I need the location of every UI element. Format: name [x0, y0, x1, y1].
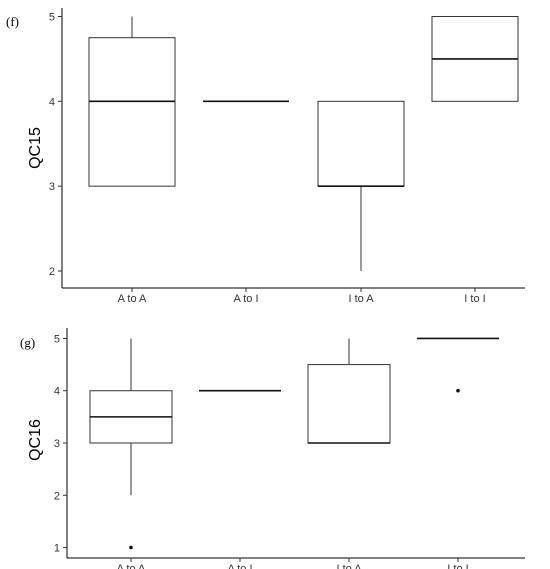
x-tick-label: I to I: [447, 563, 468, 569]
box-body: [317, 100, 405, 187]
outlier-point: [456, 388, 460, 393]
y-tick-label: 1: [54, 543, 60, 555]
y-tick-label: 3: [54, 438, 60, 450]
y-tick-label: 2: [54, 490, 60, 502]
x-tick-label: A to I: [233, 293, 258, 305]
x-tick-label: I to I: [464, 293, 485, 305]
panel-label-f: (f): [6, 14, 19, 29]
box-a-to-a: [89, 338, 173, 550]
y-axis-label-qc15: QC15: [27, 127, 44, 169]
x-tick-label: A to A: [117, 563, 146, 569]
box-body: [88, 37, 176, 187]
box-i-to-a: [307, 338, 391, 444]
x-tick-label: I to A: [348, 293, 374, 305]
y-axis-label-qc16: QC16: [27, 419, 44, 461]
x-tick-label: A to I: [227, 563, 252, 569]
box-body: [307, 364, 391, 444]
y-tick-label: 5: [49, 11, 55, 23]
box-i-to-a: [317, 100, 405, 272]
y-tick-label: 5: [54, 333, 60, 345]
panel-label-g: (g): [20, 335, 35, 350]
y-tick-label: 4: [54, 386, 60, 398]
y-tick-label: 2: [49, 266, 55, 278]
x-tick-label: A to A: [118, 293, 147, 305]
box-i-to-i: [431, 15, 519, 102]
box-a-to-a: [88, 16, 176, 187]
y-tick-label: 4: [49, 96, 55, 108]
panel-g: (g) QC16 1 2 3 4 5 A to A A to I I to A I to I: [20, 328, 525, 569]
y-tick-label: 3: [49, 181, 55, 193]
box-i-to-i: [417, 337, 499, 393]
x-tick-label: I to A: [336, 563, 362, 569]
outlier-point: [129, 545, 133, 550]
panel-f: (f) QC15 2 3 4 5 A to A A to I I to A I to I: [6, 8, 525, 305]
